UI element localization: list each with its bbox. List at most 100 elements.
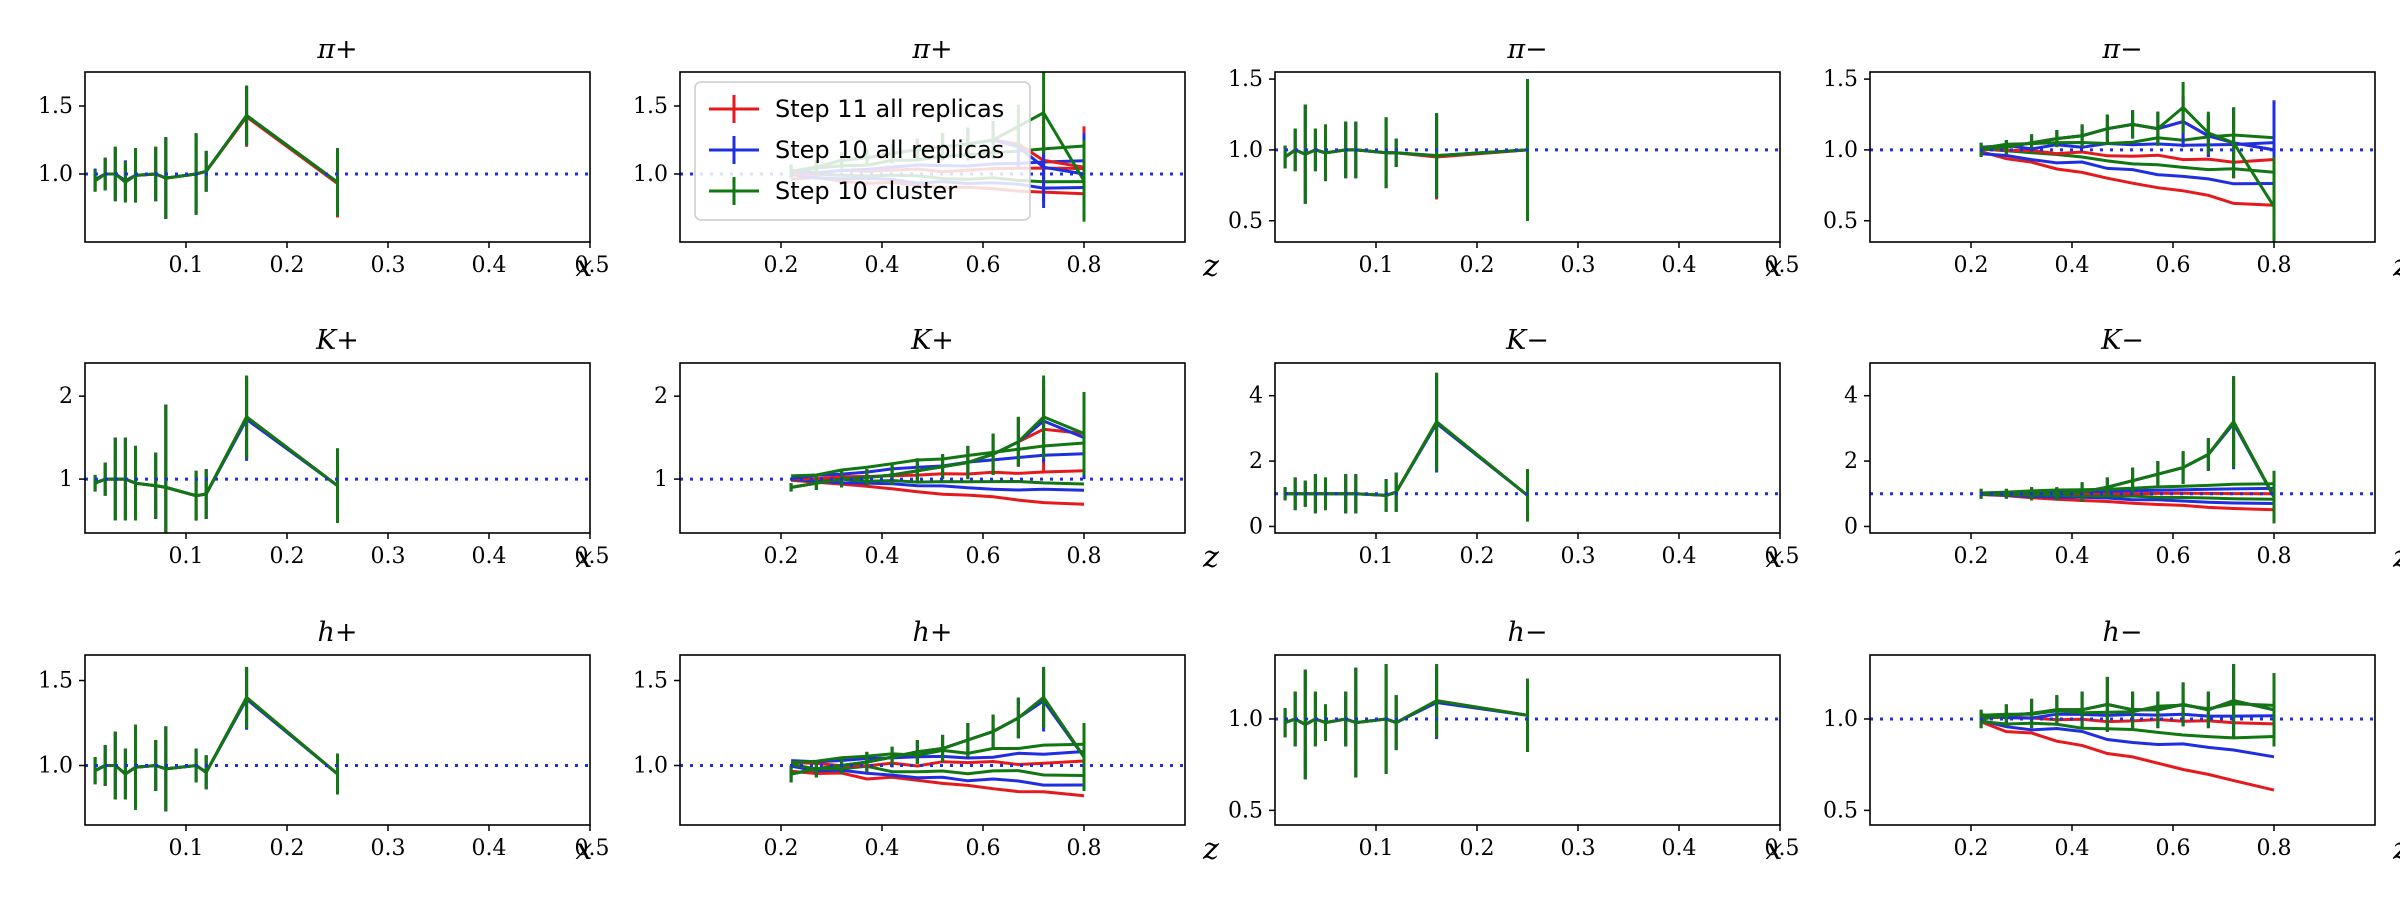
panel-title: h− <box>2102 617 2142 648</box>
x-tick-label: 0.3 <box>1561 544 1596 569</box>
series-line <box>790 415 1085 489</box>
y-tick-label: 1.5 <box>1228 67 1263 92</box>
series-line <box>1981 419 2276 498</box>
plot-area <box>1979 376 2276 524</box>
replica-line <box>791 469 1085 481</box>
x-tick-label: 0.1 <box>169 253 204 278</box>
panel-title: π+ <box>911 34 952 65</box>
panel-title: π− <box>2101 34 2142 65</box>
y-tick-label: 0.5 <box>1228 209 1263 234</box>
replica-line <box>1981 482 2275 495</box>
y-tick-label: 1.5 <box>38 94 73 119</box>
x-tick-label: 0.2 <box>764 544 799 569</box>
x-tick-label: 0.3 <box>1561 836 1596 861</box>
x-tick-label: 0.2 <box>1460 544 1495 569</box>
x-tick-label-end: 0.5 <box>575 253 610 278</box>
panel-title: K+ <box>910 325 954 356</box>
series-line <box>1980 105 2276 208</box>
plot-area <box>1283 664 1529 780</box>
plot-area <box>93 666 339 812</box>
x-tick-label: 0.8 <box>2257 253 2292 278</box>
x-tick-label: 0.3 <box>371 544 406 569</box>
y-tick-label: 0.5 <box>1823 798 1858 823</box>
axes-frame <box>1274 654 1781 826</box>
legend-label: Step 10 all replicas <box>775 136 1004 164</box>
y-tick-label: 1.5 <box>1823 67 1858 92</box>
replica-line <box>790 477 1085 492</box>
y-tick-label: 4 <box>1844 384 1858 409</box>
y-tick-label: 2 <box>1249 449 1263 474</box>
x-tick-label: 0.2 <box>1460 253 1495 278</box>
plot-area <box>93 85 339 219</box>
legend-label: Step 10 cluster <box>775 177 957 205</box>
x-axis-label: x <box>1766 540 1783 575</box>
x-tick-label: 0.4 <box>1662 253 1697 278</box>
panel-title: π+ <box>316 34 357 65</box>
y-tick-label: 1.0 <box>633 754 668 779</box>
panel-11: h−0.51.00.1 0.2 0.3 0.4 0.5x <box>1228 617 1800 867</box>
x-tick-label: 0.8 <box>2257 544 2292 569</box>
y-tick-label: 1.5 <box>633 94 668 119</box>
axes-frame <box>1869 362 2376 534</box>
axes-frame <box>84 71 591 243</box>
replica-line <box>1980 150 2275 207</box>
panel-10: h+ 1.0 1.5 0.2 0.4 0.6 0.8 z <box>633 617 1219 867</box>
x-tick-label: 0.6 <box>2156 253 2191 278</box>
series-line <box>94 695 339 776</box>
y-tick-label: 1.0 <box>1228 138 1263 163</box>
x-tick-label: 0.2 <box>764 253 799 278</box>
plot-area <box>93 375 339 533</box>
replica-line <box>1980 720 2275 740</box>
y-tick-label: 0.5 <box>1228 798 1263 823</box>
replica-line <box>1980 712 2275 720</box>
x-tick-label: 0.4 <box>865 544 900 569</box>
x-tick-label: 0.4 <box>2055 836 2090 861</box>
panel-9: h+ 1.0 1.5 0.1 0.2 0.3 0.4 0.5x <box>38 617 610 867</box>
x-tick-label: 0.4 <box>2055 544 2090 569</box>
y-tick-label: 1.0 <box>1823 707 1858 732</box>
y-tick-label: 0 <box>1249 514 1263 539</box>
y-tick-label: 1.0 <box>1823 138 1858 163</box>
x-tick-label: 0.6 <box>966 253 1001 278</box>
replica-line <box>1980 146 2275 164</box>
y-tick-label: 1.0 <box>38 754 73 779</box>
x-tick-label: 0.8 <box>1067 544 1102 569</box>
x-tick-label: 0.1 <box>169 836 204 861</box>
replica-line <box>791 742 1085 764</box>
axes-frame <box>1274 71 1781 243</box>
panel-8: K− 0 2 4 0.2 0.4 0.6 0.8 z <box>1844 325 2400 575</box>
x-tick-label: 0.4 <box>472 253 507 278</box>
panel-6: K+ 1 2 0.2 0.4 0.6 0.8 z <box>654 325 1219 575</box>
legend-label: Step 11 all replicas <box>775 95 1004 123</box>
x-axis-label: x <box>1766 832 1783 867</box>
y-tick-label: 0.5 <box>1823 209 1858 234</box>
x-axis-label: z <box>2392 540 2400 575</box>
x-tick-label-end: 0.5 <box>575 836 610 861</box>
axes-frame <box>679 654 1186 826</box>
axes-frame <box>84 654 591 826</box>
legend: Step 11 all replicas Step 10 all replicas… <box>694 81 1031 221</box>
series-line <box>1284 699 1528 727</box>
series-line <box>790 695 1086 776</box>
x-axis-label: x <box>1766 249 1783 284</box>
x-tick-label-end: 0.5 <box>575 544 610 569</box>
x-tick-label: 0.2 <box>1460 836 1495 861</box>
x-tick-label: 0.8 <box>1067 253 1102 278</box>
x-tick-label: 0.2 <box>1954 544 1989 569</box>
x-tick-label: 0.3 <box>371 253 406 278</box>
panel-12: h− 0.5 1.0 0.2 0.4 0.6 0.8 z <box>1823 617 2400 867</box>
y-tick-label: 1.0 <box>633 162 668 187</box>
x-tick-label: 0.4 <box>1662 544 1697 569</box>
x-tick-label: 0.4 <box>865 253 900 278</box>
replica-line <box>790 764 1085 787</box>
y-tick-label: 1.0 <box>38 162 73 187</box>
x-tick-label: 0.2 <box>270 544 305 569</box>
x-tick-label: 0.4 <box>865 836 900 861</box>
x-tick-label: 0.2 <box>764 836 799 861</box>
x-tick-label-end: 0.5 <box>1765 836 1800 861</box>
replica-line <box>1980 720 2275 792</box>
panel-title: h− <box>1507 617 1547 648</box>
x-axis-label: x <box>576 249 593 284</box>
x-tick-label: 0.2 <box>270 836 305 861</box>
